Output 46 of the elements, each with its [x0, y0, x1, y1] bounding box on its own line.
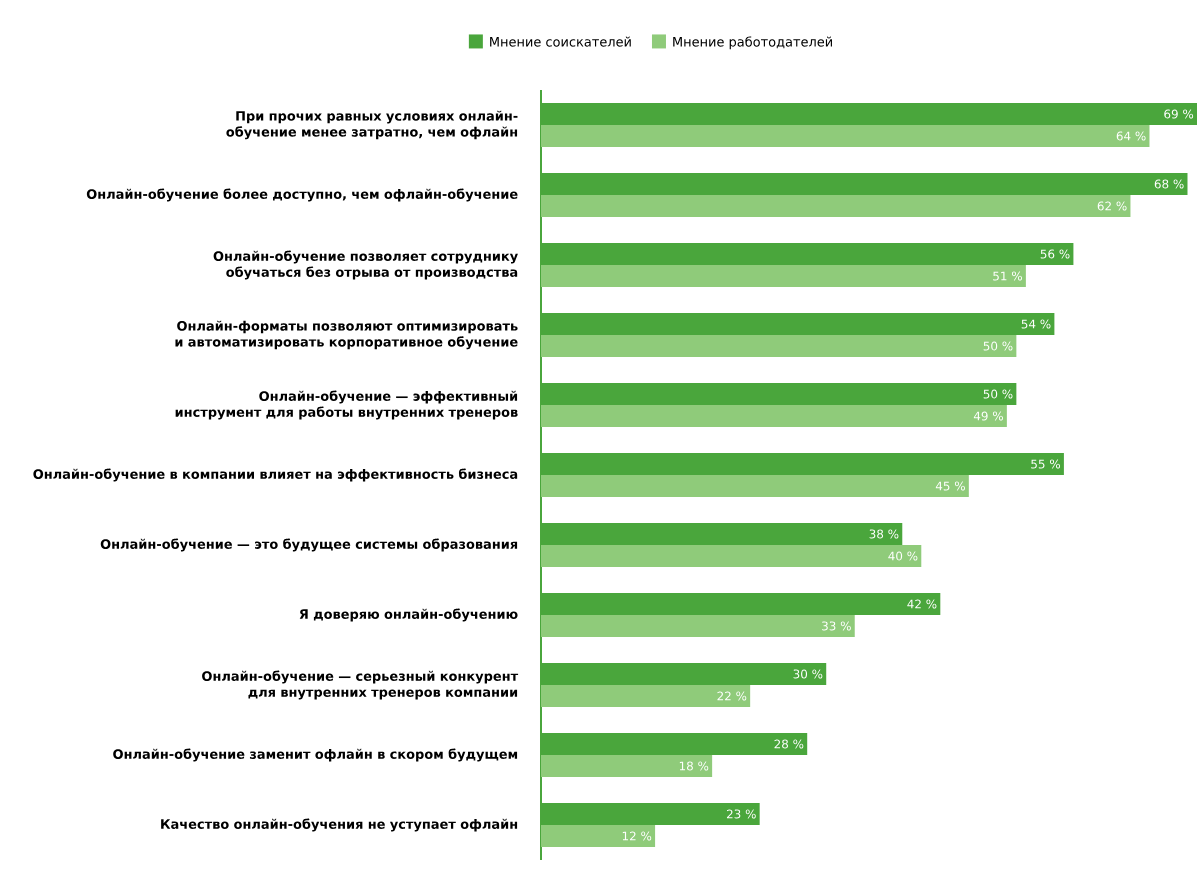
data-label: 69 % [1164, 109, 1194, 119]
bar [541, 265, 1026, 287]
bar [541, 545, 922, 568]
data-label: 42 % [907, 599, 937, 609]
y-tick-label: Онлайн-обучение в компании влияет на эффективность бизнеса [33, 468, 518, 482]
bar [541, 755, 713, 778]
bar [541, 685, 751, 708]
data-label: 55 % [1031, 459, 1061, 469]
data-label: 28 % [774, 739, 804, 749]
y-tick-label: Онлайн-обучение — это будущее системы образования [100, 538, 518, 552]
y-tick-label: Онлайн-обучение — эффективный инструмент для работы внутренних тренеров [175, 390, 518, 420]
bar [541, 475, 969, 498]
data-label: 50 % [983, 341, 1013, 351]
bar [541, 405, 1007, 427]
data-label: 62 % [1097, 201, 1127, 211]
y-tick-label: Я доверяю онлайн-обучению [299, 608, 518, 622]
data-label: 33 % [822, 621, 851, 631]
data-label: 49 % [973, 411, 1003, 421]
bar [541, 615, 855, 638]
y-tick-label: Качество онлайн-обучения не уступает офлайн [161, 818, 518, 832]
data-label: 38 % [869, 529, 899, 539]
data-label: 18 % [679, 761, 709, 771]
bar [541, 825, 656, 848]
y-tick-label: Онлайн-форматы позволяют оптимизировать и автоматизировать корпоративное обучение [175, 320, 518, 350]
data-label: 50 % [983, 389, 1013, 399]
bar [541, 335, 1017, 357]
data-label: 40 % [888, 551, 918, 561]
data-label: 12 % [622, 831, 652, 841]
legend-label: Мнение работодателей [673, 36, 832, 50]
data-label: 22 % [717, 691, 747, 701]
data-label: 30 % [793, 669, 823, 679]
y-tick-label: Онлайн-обучение позволяет сотруднику обучаться без отрыва от производства [213, 250, 518, 280]
y-tick-label: Онлайн-обучение — серьезный конкурент для внутренних тренеров компании [202, 670, 519, 700]
bar [541, 125, 1150, 147]
data-label: 45 % [935, 481, 965, 491]
bar [541, 195, 1131, 217]
data-label: 23 % [726, 809, 756, 819]
y-tick-label: Онлайн-обучение более доступно, чем офлайн-обучение [86, 188, 518, 202]
data-label: 51 % [993, 271, 1022, 281]
data-label: 56 % [1040, 249, 1070, 259]
data-label: 64 % [1116, 131, 1146, 141]
legend-label: Мнение соискателей [490, 36, 631, 47]
data-label: 54 % [1021, 319, 1051, 329]
y-tick-label: При прочих равных условиях онлайн-обучение менее затратно, чем офлайн [226, 110, 518, 140]
y-tick-label: Онлайн-обучение заменит офлайн в скором будущем [113, 748, 518, 762]
data-label: 68 % [1154, 179, 1184, 189]
